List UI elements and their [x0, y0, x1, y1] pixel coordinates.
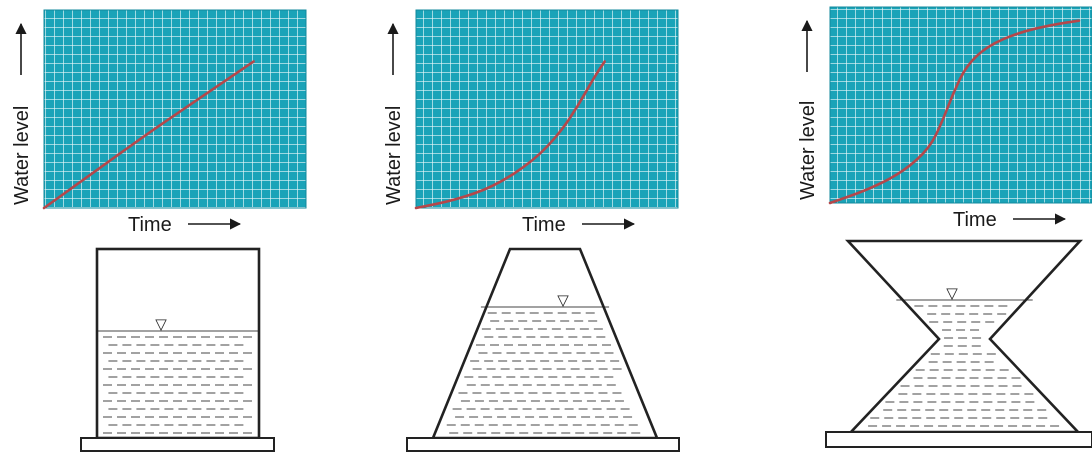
y-axis-hourglass: Water level [797, 19, 819, 200]
grid-plot-tapered [415, 9, 679, 209]
water-surface-marker: ▽ [155, 315, 167, 333]
x-axis-label: Time [128, 214, 172, 236]
water-body-tapered [433, 307, 657, 438]
y-axis-label: Water level [11, 106, 33, 205]
y-axis-tapered: Water level [383, 22, 405, 205]
panel-tapered: Water level Time ▽ [383, 9, 680, 452]
x-axis-tapered: Time [522, 214, 636, 236]
y-axis-label: Water level [797, 101, 819, 200]
vessel-base-hourglass [825, 431, 1092, 448]
water-level-curve-tapered [414, 60, 606, 210]
water-body-hourglass [851, 300, 1078, 432]
curve-layer-tapered [414, 60, 606, 210]
vessel-base-tapered [406, 437, 680, 452]
water-dashes-straight [103, 336, 252, 434]
x-axis-label: Time [522, 214, 566, 236]
water-surface-marker: ▽ [557, 291, 569, 309]
graph-tapered: Water level Time [383, 9, 679, 236]
water-level-curve-straight [42, 60, 255, 210]
curve-layer-hourglass [828, 19, 1081, 205]
panel-straight: Water level Time ▽ [11, 9, 307, 452]
vessel-straight: ▽ [80, 247, 275, 452]
y-axis-straight: Water level [11, 22, 33, 205]
vessel-tapered: ▽ [406, 247, 680, 452]
water-dashes-hourglass [868, 305, 1060, 427]
water-surface-marker: ▽ [946, 284, 958, 302]
x-axis-straight: Time [128, 214, 242, 236]
x-axis-label: Time [953, 209, 997, 231]
graph-straight: Water level Time [11, 9, 307, 236]
vessel-hourglass: ▽ [825, 239, 1092, 448]
panel-hourglass: Water level Time ▽ [797, 6, 1092, 448]
grid-plot-straight [43, 9, 307, 209]
water-level-curve-hourglass [828, 19, 1081, 205]
vessel-base-straight [80, 437, 275, 452]
grid-plot-hourglass [829, 6, 1092, 204]
graph-hourglass: Water level Time [797, 6, 1092, 231]
curve-layer-straight [42, 60, 255, 210]
y-axis-label: Water level [383, 106, 405, 205]
water-dashes-tapered [446, 312, 641, 434]
x-axis-hourglass: Time [953, 209, 1067, 231]
